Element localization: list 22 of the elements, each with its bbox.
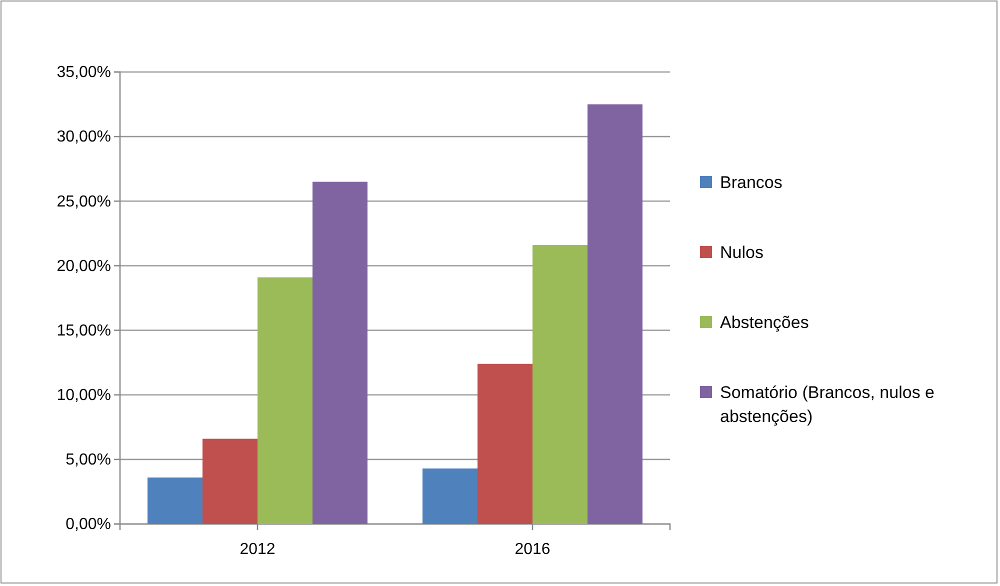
legend-label: Nulos [720,243,764,262]
bar [422,468,478,524]
bar [202,438,258,524]
bar [312,182,368,524]
y-tick-label: 35,00% [56,64,111,82]
bar [258,277,312,524]
bar [532,245,588,524]
y-tick-label: 30,00% [56,128,111,146]
y-tick-label: 10,00% [56,386,111,404]
bar [478,364,532,524]
bar [588,104,642,524]
legend-label: Abstenções [720,313,809,332]
y-tick-label: 15,00% [56,322,111,340]
legend-label: Somatório (Brancos, nulos e abstenções) [720,383,934,426]
x-tick-label: 2016 [514,540,550,558]
legend-label: Brancos [720,173,782,192]
y-tick-label: 0,00% [66,516,111,534]
x-tick-label: 2012 [240,540,276,558]
bar [148,478,202,524]
y-tick-label: 20,00% [56,258,111,275]
y-tick-label: 5,00% [66,452,111,469]
y-tick-label: 25,00% [56,193,111,210]
